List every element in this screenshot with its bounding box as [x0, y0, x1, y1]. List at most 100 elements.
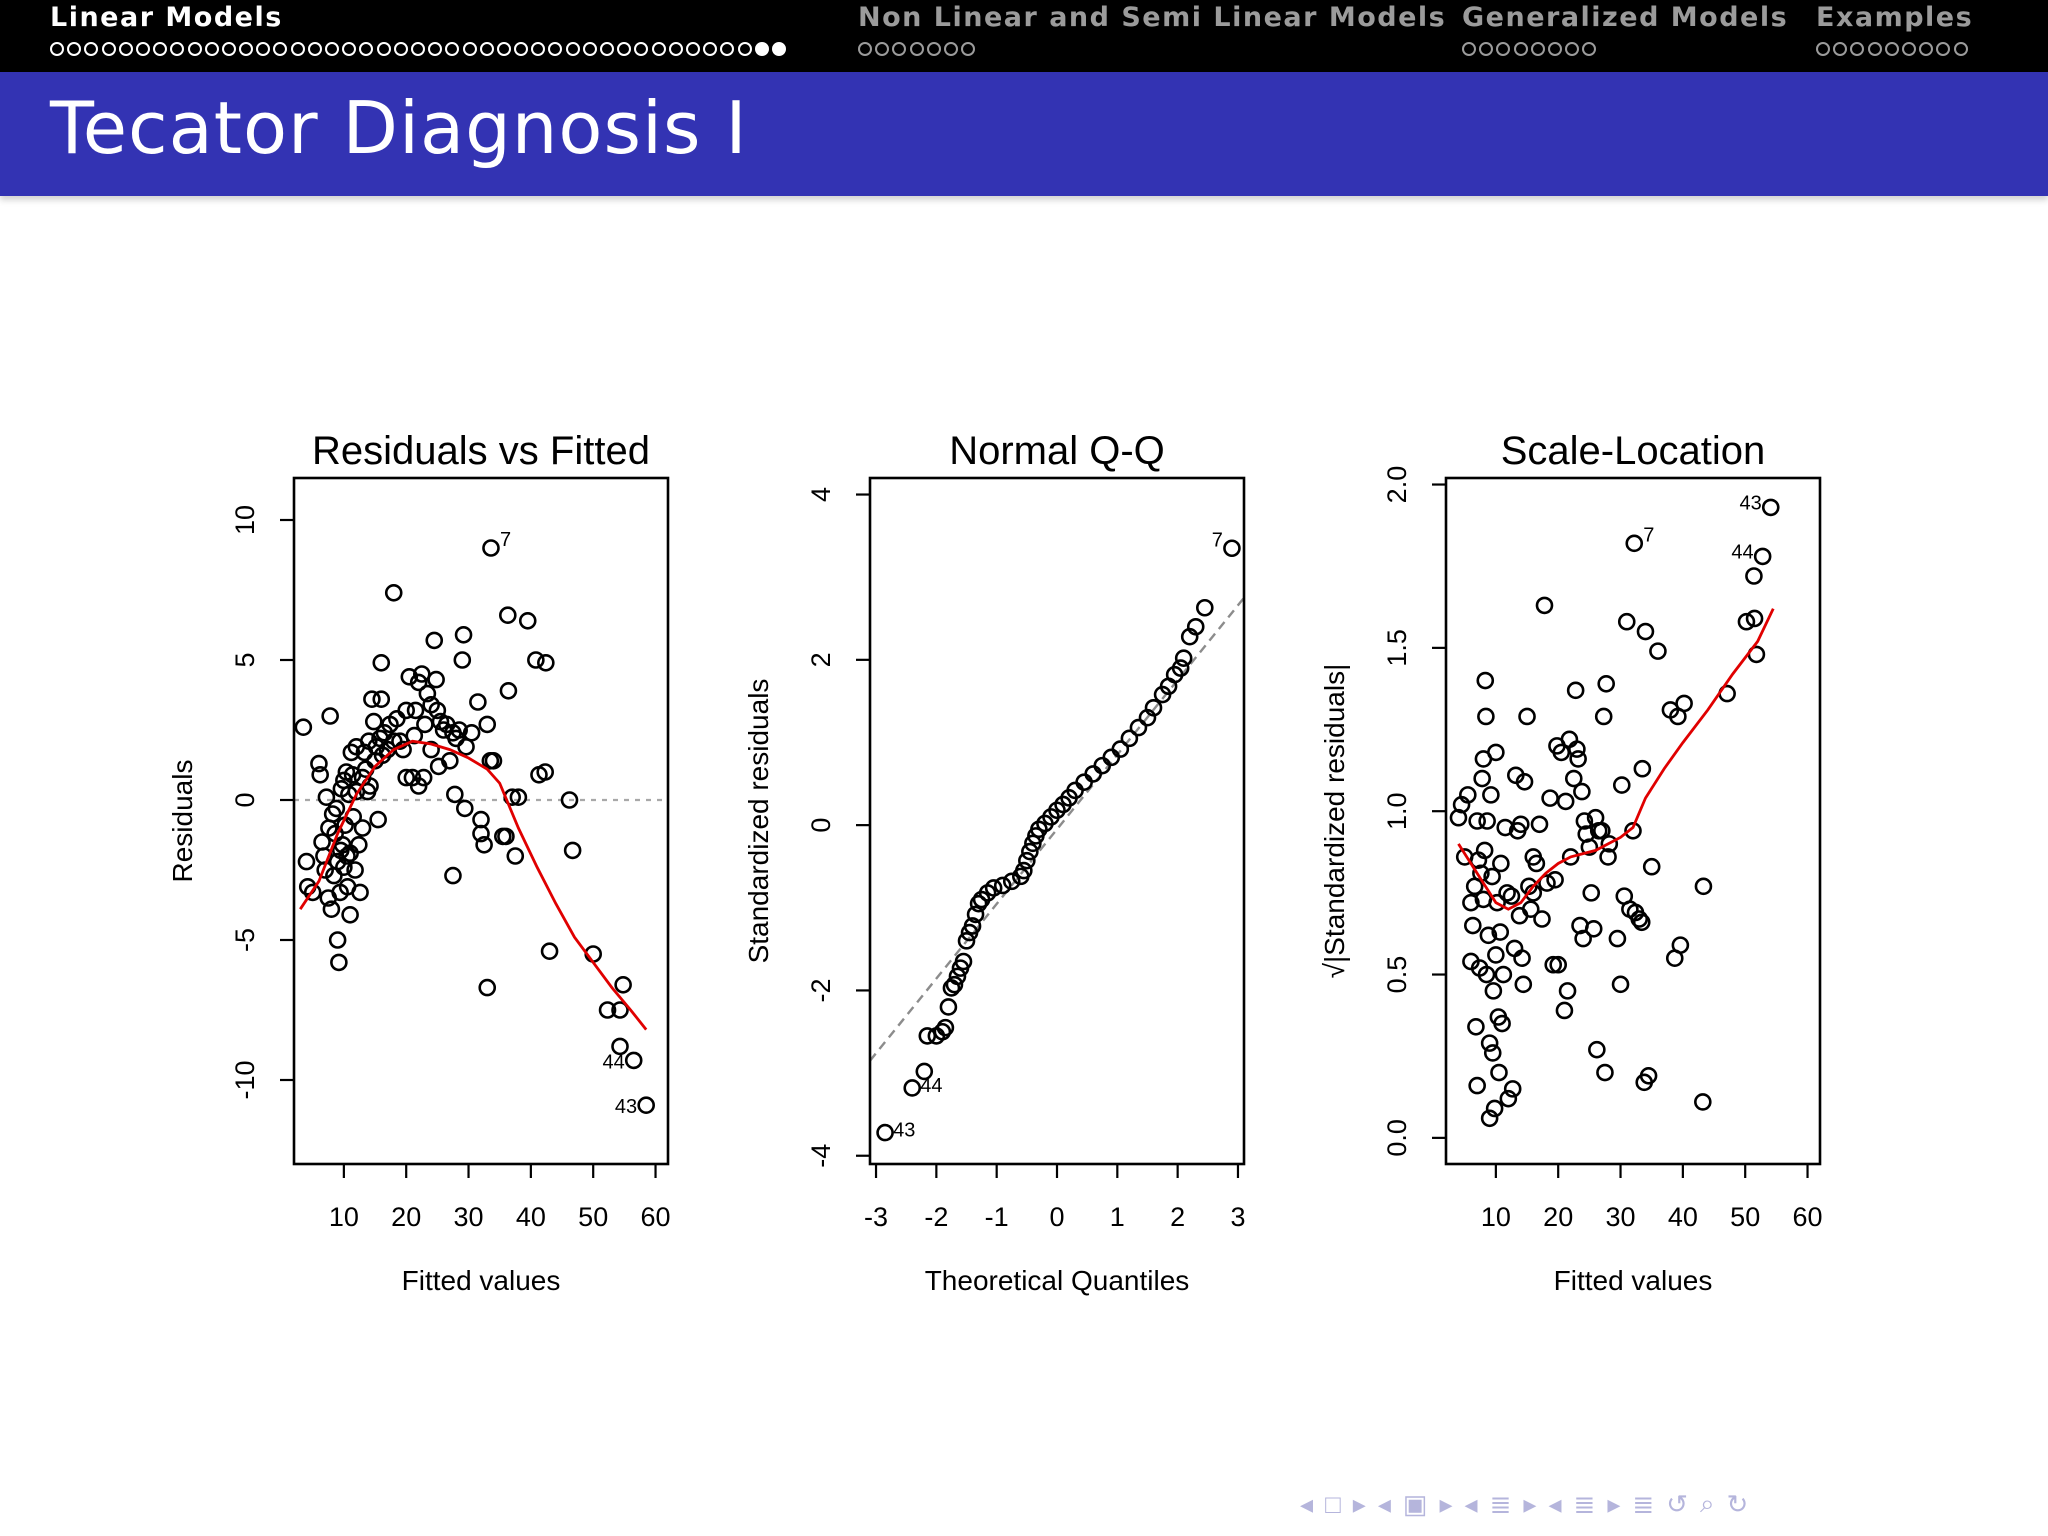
nav-section-label[interactable]: Non Linear and Semi Linear Models	[858, 2, 1447, 33]
progress-dot[interactable]	[961, 42, 976, 56]
progress-dot[interactable]	[703, 42, 718, 56]
progress-dot[interactable]	[1582, 42, 1597, 56]
progress-dot[interactable]	[634, 42, 649, 56]
progress-dot[interactable]	[342, 42, 357, 56]
progress-dot[interactable]	[1901, 42, 1916, 56]
nav-symbol-3[interactable]: ◂	[1377, 1488, 1391, 1519]
progress-dot[interactable]	[410, 42, 425, 56]
progress-dot[interactable]	[135, 42, 150, 56]
nav-symbol-9[interactable]: ◂	[1548, 1488, 1562, 1519]
progress-dot[interactable]	[651, 42, 666, 56]
nav-symbol-4[interactable]: ▣	[1402, 1488, 1428, 1519]
nav-symbol-11[interactable]: ▸	[1607, 1488, 1621, 1519]
progress-dot[interactable]	[1565, 42, 1580, 56]
nav-symbol-14[interactable]: ⌕	[1699, 1488, 1715, 1518]
progress-dot[interactable]	[273, 42, 288, 56]
progress-dot[interactable]	[531, 42, 546, 56]
x-tick-label: 40	[516, 1202, 546, 1232]
progress-dot[interactable]	[1462, 42, 1476, 56]
nav-section-label[interactable]: Generalized Models	[1462, 2, 1789, 33]
progress-dot[interactable]	[565, 42, 580, 56]
progress-dot[interactable]	[50, 42, 64, 56]
progress-dot[interactable]	[325, 42, 339, 56]
progress-dot[interactable]	[428, 42, 443, 56]
progress-dot[interactable]	[685, 42, 700, 56]
progress-dot[interactable]	[1547, 42, 1562, 56]
nav-symbol-13[interactable]: ↺	[1666, 1488, 1688, 1519]
progress-dot[interactable]	[118, 42, 133, 56]
progress-dot-current[interactable]	[771, 42, 786, 56]
progress-dot[interactable]	[720, 42, 735, 56]
progress-dot[interactable]	[221, 42, 236, 56]
progress-dot[interactable]	[153, 42, 168, 56]
progress-dot[interactable]	[1884, 42, 1899, 56]
progress-dot[interactable]	[187, 42, 202, 56]
progress-dot[interactable]	[101, 42, 116, 56]
progress-dot[interactable]	[582, 42, 597, 56]
progress-dot[interactable]	[514, 42, 529, 56]
progress-dot[interactable]	[875, 42, 890, 56]
progress-dot[interactable]	[1953, 42, 1968, 56]
nav-section-progress-dots[interactable]	[858, 42, 978, 56]
progress-dot[interactable]	[892, 42, 907, 56]
progress-dot[interactable]	[1936, 42, 1951, 56]
progress-dot[interactable]	[600, 42, 614, 56]
progress-dot[interactable]	[84, 42, 99, 56]
progress-dot[interactable]	[737, 42, 752, 56]
progress-dot[interactable]	[67, 42, 82, 56]
progress-dot[interactable]	[668, 42, 683, 56]
progress-dot[interactable]	[1850, 42, 1865, 56]
progress-dot[interactable]	[393, 42, 408, 56]
progress-dot[interactable]	[239, 42, 254, 56]
nav-section-label[interactable]: Examples	[1816, 2, 1974, 33]
progress-dot[interactable]	[462, 42, 477, 56]
data-point	[1521, 900, 1540, 919]
nav-section-progress-dots[interactable]	[1462, 42, 1600, 56]
progress-dot-current[interactable]	[754, 42, 769, 56]
nav-symbol-6[interactable]: ◂	[1464, 1488, 1478, 1519]
progress-dot[interactable]	[1833, 42, 1848, 56]
progress-dot[interactable]	[926, 42, 941, 56]
data-point	[624, 1051, 643, 1070]
nav-section-progress-dots[interactable]	[50, 42, 789, 56]
progress-dot[interactable]	[1919, 42, 1934, 56]
nav-symbol-8[interactable]: ▸	[1523, 1488, 1537, 1519]
progress-dot[interactable]	[943, 42, 958, 56]
progress-dot[interactable]	[170, 42, 185, 56]
progress-dot[interactable]	[548, 42, 563, 56]
data-point	[611, 1037, 629, 1056]
data-point	[1632, 913, 1651, 932]
progress-dot[interactable]	[479, 42, 494, 56]
progress-dot[interactable]	[290, 42, 305, 56]
progress-dot[interactable]	[496, 42, 511, 56]
data-point	[1223, 539, 1241, 558]
progress-dot[interactable]	[376, 42, 391, 56]
nav-symbol-1[interactable]: □	[1325, 1488, 1341, 1519]
progress-dot[interactable]	[307, 42, 322, 56]
nav-section-label[interactable]: Linear Models	[50, 2, 283, 33]
nav-symbol-5[interactable]: ▸	[1439, 1488, 1453, 1519]
progress-dot[interactable]	[1530, 42, 1545, 56]
progress-dot[interactable]	[1513, 42, 1528, 56]
progress-dot[interactable]	[204, 42, 219, 56]
progress-dot[interactable]	[909, 42, 924, 56]
progress-dot[interactable]	[1816, 42, 1830, 56]
nav-symbol-12[interactable]: ≣	[1632, 1488, 1655, 1519]
nav-symbol-15[interactable]: ↻	[1726, 1488, 1749, 1519]
nav-section-progress-dots[interactable]	[1816, 42, 1971, 56]
nav-symbol-10[interactable]: ≣	[1573, 1488, 1596, 1519]
progress-dot[interactable]	[359, 42, 374, 56]
nav-symbol-7[interactable]: ≣	[1489, 1488, 1512, 1519]
progress-dot[interactable]	[1867, 42, 1882, 56]
data-point	[984, 879, 1003, 897]
progress-dot[interactable]	[256, 42, 271, 56]
progress-dot[interactable]	[617, 42, 632, 56]
beamer-navigation-bar[interactable]: ◂ □ ▸ ◂ ▣ ▸ ◂ ≣ ▸ ◂ ≣ ▸ ≣ ↺ ⌕ ↻	[1300, 1484, 2040, 1524]
progress-dot[interactable]	[445, 42, 460, 56]
nav-symbol-0[interactable]: ◂	[1300, 1488, 1314, 1519]
progress-dot[interactable]	[1496, 42, 1511, 56]
progress-dot[interactable]	[858, 42, 872, 56]
progress-dot[interactable]	[1479, 42, 1494, 56]
nav-symbol-2[interactable]: ▸	[1352, 1488, 1366, 1519]
